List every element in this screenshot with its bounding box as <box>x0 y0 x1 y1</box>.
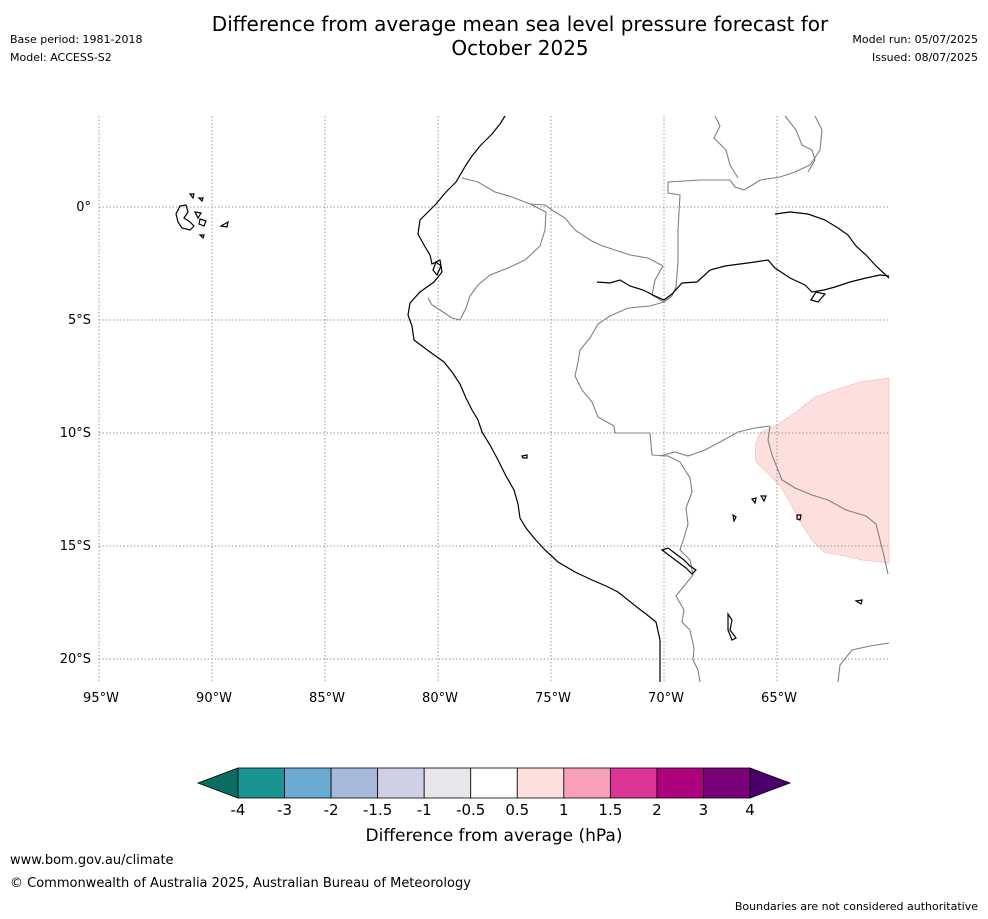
title-line-1: Difference from average mean sea level p… <box>211 12 829 36</box>
colorbar-tick-label: -2 <box>323 801 339 819</box>
lon-label: 85°W <box>309 691 345 706</box>
title-line-2: October 2025 <box>451 36 589 60</box>
lat-label: 10°S <box>60 426 91 441</box>
meta-right: Model run: 05/07/2025 Issued: 08/07/2025 <box>852 31 978 67</box>
website-link[interactable]: www.bom.gov.au/climate <box>10 853 174 868</box>
coastlines <box>175 115 890 682</box>
colorbar-tick-label: 4 <box>745 801 755 819</box>
colorbar-segment <box>516 767 565 799</box>
colorbar-tick-label: -1 <box>416 801 432 819</box>
lat-labels: 0° 5°S 10°S 15°S 20°S <box>60 200 91 667</box>
lon-labels: 95°W 90°W 85°W 80°W 75°W 70°W 65°W <box>83 691 797 706</box>
colorbar-label: Difference from average (hPa) <box>365 826 623 846</box>
copyright-text: © Commonwealth of Australia 2025, Austra… <box>10 876 471 891</box>
colorbar-tick-label: -1.5 <box>362 801 393 819</box>
lon-label: 95°W <box>83 691 119 706</box>
colorbar-tick-label: 0.5 <box>505 801 530 819</box>
colorbar-over-arrow <box>749 767 792 799</box>
lon-label: 90°W <box>196 691 232 706</box>
colorbar-segment <box>330 767 379 799</box>
disclaimer-text: Boundaries are not considered authoritat… <box>734 900 978 913</box>
colorbar-tick-label: 2 <box>652 801 662 819</box>
colorbar-segment <box>237 767 285 799</box>
colorbar-segment <box>377 767 425 799</box>
colorbar-under-arrow <box>196 767 239 799</box>
colorbar-segment <box>656 767 704 799</box>
graticule <box>98 116 890 682</box>
map-title: Difference from average mean sea level p… <box>180 12 860 60</box>
colorbar-segment <box>470 767 518 799</box>
positive-anomaly-area <box>754 377 890 564</box>
colorbar-tick-label: -3 <box>277 801 293 819</box>
lon-label: 80°W <box>422 691 458 706</box>
country-borders <box>427 115 890 683</box>
lat-label: 20°S <box>60 652 91 667</box>
lon-label: 65°W <box>761 691 797 706</box>
colorbar-tick-label: -4 <box>230 801 246 819</box>
meta-left: Base period: 1981-2018 Model: ACCESS-S2 <box>10 31 142 67</box>
colorbar-tick-label: 3 <box>698 801 709 819</box>
colorbar-segment <box>284 767 332 799</box>
colorbar-tick-label: 1.5 <box>598 801 623 819</box>
colorbar <box>196 767 792 799</box>
colorbar-tick-label: 1 <box>559 801 569 819</box>
lon-label: 75°W <box>535 691 571 706</box>
model-run: Model run: 05/07/2025 <box>852 33 978 46</box>
colorbar-segment <box>703 767 751 799</box>
issued-date: Issued: 08/07/2025 <box>871 51 978 64</box>
base-period: Base period: 1981-2018 <box>10 33 143 46</box>
lat-label: 15°S <box>60 539 91 554</box>
model-name: Model: ACCESS-S2 <box>10 51 112 64</box>
lat-label: 0° <box>76 200 91 215</box>
colorbar-segment <box>423 767 472 799</box>
lat-label: 5°S <box>68 313 91 328</box>
colorbar-segment <box>563 767 611 799</box>
colorbar-segment <box>609 767 658 799</box>
colorbar-tick-label: -0.5 <box>456 801 486 819</box>
lon-label: 70°W <box>648 691 684 706</box>
